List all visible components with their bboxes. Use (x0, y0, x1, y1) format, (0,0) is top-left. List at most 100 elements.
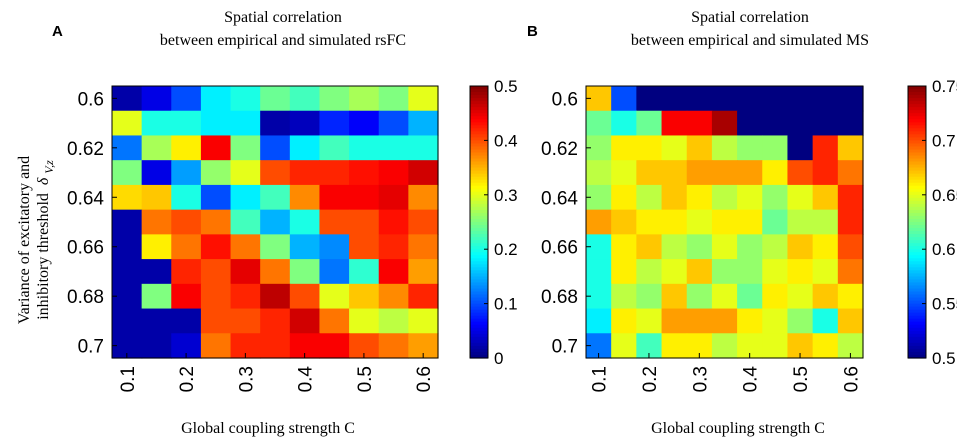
heatmap-cell (319, 234, 350, 260)
heatmap-cell (611, 209, 637, 235)
heatmap-cell (200, 308, 232, 334)
colorbar-segment (908, 86, 926, 90)
colorbar-segment (908, 164, 926, 169)
heatmap-cell (837, 234, 864, 260)
heatmap-cell (762, 259, 789, 285)
heatmap-cell (812, 209, 839, 235)
colorbar-segment (470, 300, 488, 305)
colorbar-segment (908, 231, 926, 235)
heatmap-cell (661, 135, 688, 161)
heatmap-cell (112, 86, 143, 112)
colorbar-segment (470, 122, 488, 126)
colorbar-segment (908, 327, 926, 332)
y-tick-label: 0.62 (67, 139, 104, 160)
heatmap-cell (260, 209, 291, 235)
heatmap-cell (378, 308, 409, 334)
heatmap-cell (737, 184, 763, 211)
heatmap-cell (200, 160, 232, 186)
heatmap-cell (349, 308, 380, 334)
x-tick-label: 0.2 (177, 366, 198, 392)
heatmap-cell (141, 234, 172, 260)
colorbar (908, 86, 926, 359)
colorbar (470, 86, 488, 359)
heatmap-cell (112, 184, 143, 211)
colorbar-segment (470, 197, 488, 202)
x-tick-label: 0.4 (741, 366, 762, 393)
heatmap-cell (737, 259, 763, 285)
chart-title-line2: between empirical and simulated MS (631, 32, 869, 49)
x-tick-label: 0.5 (791, 366, 812, 392)
heatmap-cell (200, 333, 232, 359)
colorbar-segment (470, 116, 488, 120)
colorbar-segment (908, 312, 926, 317)
heatmap-cell (661, 184, 688, 211)
colorbar-segment (908, 285, 926, 290)
heatmap-cell (812, 135, 839, 161)
colorbar-segment (908, 131, 926, 135)
heatmap-cell (711, 160, 738, 186)
heatmap-cell (661, 110, 688, 137)
colorbar-segment (908, 309, 926, 314)
colorbar-segment (470, 200, 488, 205)
colorbar-segment (908, 243, 926, 247)
heatmap-cell (230, 86, 261, 112)
colorbar-segment (908, 351, 926, 356)
heatmap-cell (762, 308, 789, 334)
heatmap-cell (611, 160, 637, 186)
heatmap-cell (289, 308, 321, 334)
colorbar-segment (470, 261, 488, 265)
colorbar-segment (470, 333, 488, 338)
heatmap-cell (711, 209, 738, 235)
heatmap-cell (737, 135, 763, 161)
heatmap-cell (112, 308, 143, 334)
colorbar-segment (908, 185, 926, 190)
heatmap-cell (200, 110, 232, 137)
colorbar-segment (470, 212, 488, 217)
heatmap-cell (686, 160, 713, 186)
heatmap-cell (260, 308, 291, 334)
colorbar-segment (470, 348, 488, 353)
y-axis-ticks: 0.6 0.62 0.64 0.66 0.68 0.7 (541, 89, 591, 358)
colorbar-tick-label: 0.75 (932, 77, 957, 96)
colorbar-segment (908, 206, 926, 211)
heatmap-cell (686, 283, 713, 310)
colorbar-segment (908, 288, 926, 293)
colorbar-segment (470, 231, 488, 235)
heatmap-cell (319, 135, 350, 161)
heatmap-cell (661, 283, 688, 310)
colorbar-segment (908, 279, 926, 284)
heatmap-cell (711, 259, 738, 285)
heatmap-cell (711, 333, 738, 359)
colorbar-segment (908, 146, 926, 151)
heatmap-cell (812, 184, 839, 211)
x-tick-label: 0.6 (841, 366, 862, 392)
colorbar-segment (470, 354, 488, 359)
heatmap-cell (586, 209, 612, 235)
colorbar-segment (908, 354, 926, 359)
heatmap-cell (762, 110, 789, 137)
heatmap-cell (636, 259, 663, 285)
heatmap-cell (686, 110, 713, 137)
x-tick-label: 0.5 (355, 366, 376, 392)
colorbar-tick-label: 0.4 (494, 131, 518, 150)
heatmap-cell (787, 184, 814, 211)
heatmap-cells (586, 86, 864, 359)
x-tick-label: 0.3 (236, 366, 257, 392)
x-tick-label: 0.2 (640, 366, 661, 392)
heatmap-cell (289, 259, 321, 285)
heatmap-cell (171, 86, 202, 112)
colorbar-segment (470, 312, 488, 317)
svg-text:inhibitory threshold δ: inhibitory threshold δ V,z (35, 160, 56, 320)
colorbar-segment (908, 300, 926, 305)
heatmap-cell (349, 259, 380, 285)
heatmap-cell (112, 259, 143, 285)
colorbar-segment (908, 255, 926, 259)
heatmap-cell (230, 160, 261, 186)
heatmap-cell (289, 209, 321, 235)
heatmap-cell (636, 283, 663, 310)
heatmap-cell (349, 209, 380, 235)
heatmap-cell (349, 184, 380, 211)
colorbar-segment (908, 321, 926, 326)
heatmap-cell (378, 234, 409, 260)
colorbar-segment (908, 297, 926, 302)
